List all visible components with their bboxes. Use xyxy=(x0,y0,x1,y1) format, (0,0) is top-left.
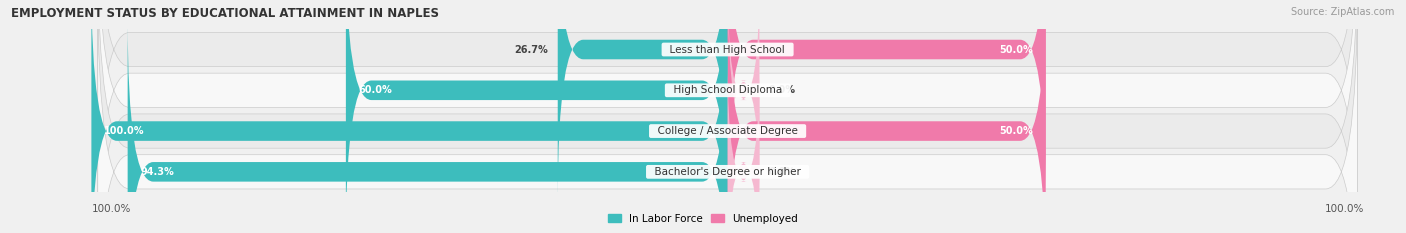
FancyBboxPatch shape xyxy=(98,0,1357,233)
Text: 94.3%: 94.3% xyxy=(141,167,174,177)
Text: 26.7%: 26.7% xyxy=(515,45,548,55)
FancyBboxPatch shape xyxy=(728,0,1046,233)
FancyBboxPatch shape xyxy=(728,0,1046,203)
FancyBboxPatch shape xyxy=(98,0,1357,233)
Text: Bachelor's Degree or higher: Bachelor's Degree or higher xyxy=(648,167,807,177)
FancyBboxPatch shape xyxy=(98,0,1357,233)
Text: 60.0%: 60.0% xyxy=(359,85,392,95)
FancyBboxPatch shape xyxy=(728,0,759,203)
Text: High School Diploma: High School Diploma xyxy=(666,85,789,95)
FancyBboxPatch shape xyxy=(728,59,759,233)
Text: 50.0%: 50.0% xyxy=(1000,126,1033,136)
Text: 0.0%: 0.0% xyxy=(769,167,796,177)
Text: 100.0%: 100.0% xyxy=(91,204,131,214)
FancyBboxPatch shape xyxy=(346,0,728,233)
Legend: In Labor Force, Unemployed: In Labor Force, Unemployed xyxy=(605,209,801,228)
Text: Less than High School: Less than High School xyxy=(664,45,792,55)
Text: EMPLOYMENT STATUS BY EDUCATIONAL ATTAINMENT IN NAPLES: EMPLOYMENT STATUS BY EDUCATIONAL ATTAINM… xyxy=(11,7,439,20)
FancyBboxPatch shape xyxy=(91,0,728,233)
FancyBboxPatch shape xyxy=(128,19,728,233)
FancyBboxPatch shape xyxy=(558,0,728,203)
Text: 0.0%: 0.0% xyxy=(769,85,796,95)
Text: 100.0%: 100.0% xyxy=(104,126,145,136)
Text: College / Associate Degree: College / Associate Degree xyxy=(651,126,804,136)
Text: 50.0%: 50.0% xyxy=(1000,45,1033,55)
Text: 100.0%: 100.0% xyxy=(1324,204,1364,214)
FancyBboxPatch shape xyxy=(98,0,1357,233)
Text: Source: ZipAtlas.com: Source: ZipAtlas.com xyxy=(1291,7,1395,17)
